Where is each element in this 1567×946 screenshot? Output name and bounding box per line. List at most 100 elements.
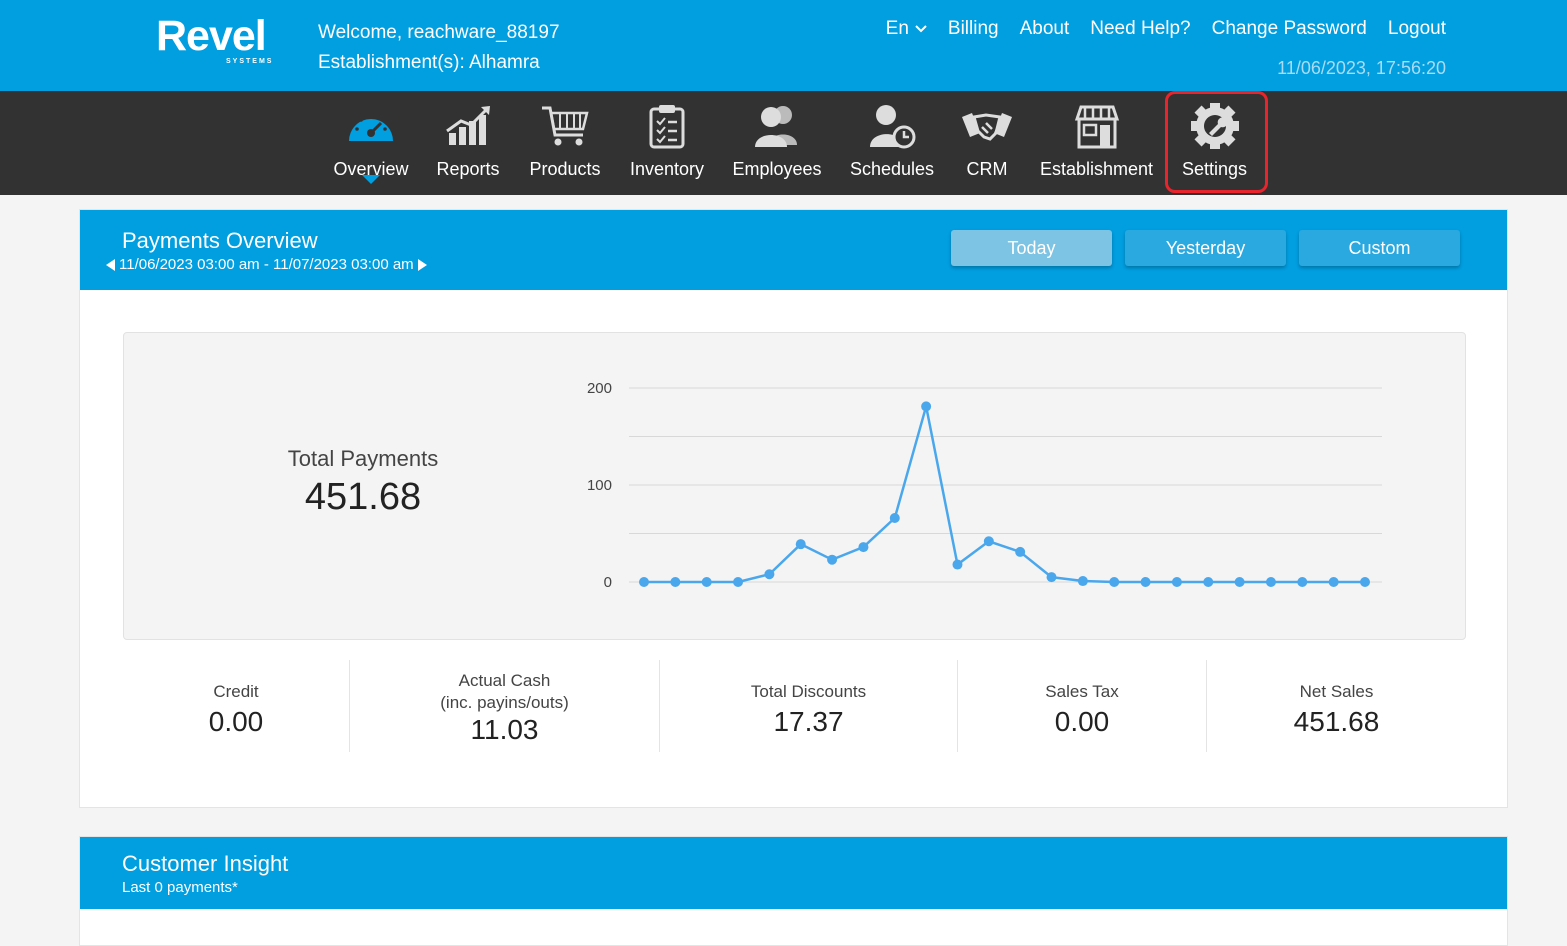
- stat-sublabel: (inc. payins/outs): [440, 693, 569, 712]
- handshake-icon: [962, 113, 1012, 141]
- prev-range-arrow-icon[interactable]: [106, 258, 115, 271]
- stat-value: 0.00: [208, 706, 264, 737]
- establishment-text: Establishment(s): Alhamra: [318, 52, 540, 73]
- stat-label: Total Discounts: [750, 682, 867, 701]
- data-point[interactable]: [983, 536, 994, 547]
- clipboard-icon: [649, 105, 685, 149]
- data-point[interactable]: [1015, 546, 1026, 557]
- data-point[interactable]: [1265, 577, 1276, 587]
- stat-divider: [659, 660, 660, 752]
- stat-divider: [1206, 660, 1207, 752]
- nav-label: Reports: [436, 159, 500, 179]
- data-point[interactable]: [639, 577, 649, 587]
- current-datetime: 11/06/2023, 17:56:20: [1277, 58, 1446, 78]
- data-point[interactable]: [858, 542, 869, 553]
- data-point[interactable]: [764, 569, 775, 580]
- logo-wordmark: Revel: [156, 12, 267, 60]
- data-point[interactable]: [1171, 577, 1182, 587]
- data-point[interactable]: [1046, 572, 1057, 583]
- panel-subtitle: Last 0 payments*: [122, 879, 238, 896]
- yesterday-button[interactable]: Yesterday: [1125, 230, 1286, 266]
- total-payments-value: 451.68: [304, 476, 422, 518]
- date-range-text: 11/06/2023 03:00 am - 11/07/2023 03:00 a…: [119, 256, 414, 273]
- nav-schedules[interactable]: Schedules: [849, 91, 935, 195]
- nav-label: Schedules: [849, 159, 935, 179]
- welcome-block: Welcome, reachware_88197 Establishment(s…: [318, 18, 560, 78]
- payments-chart-box: Total Payments 451.68 0 100 200: [123, 332, 1466, 640]
- data-point[interactable]: [1297, 577, 1308, 587]
- nav-crm[interactable]: CRM: [962, 91, 1012, 195]
- stat-net-sales: Net Sales 451.68: [1207, 660, 1466, 752]
- data-point[interactable]: [1140, 577, 1151, 587]
- y-tick-label: 100: [587, 477, 612, 494]
- payments-panel-header: Payments Overview 11/06/2023 03:00 am - …: [80, 210, 1507, 290]
- payments-overview-panel: Payments Overview 11/06/2023 03:00 am - …: [79, 209, 1508, 808]
- nav-products[interactable]: Products: [528, 91, 602, 195]
- data-point[interactable]: [670, 577, 681, 587]
- nav-overview[interactable]: Overview: [333, 91, 409, 195]
- data-point[interactable]: [1203, 577, 1214, 587]
- data-point[interactable]: [952, 559, 963, 570]
- payment-stats-row: Credit 0.00 Actual Cash (inc. payins/out…: [123, 660, 1466, 752]
- storefront-icon: [1074, 105, 1119, 149]
- series-line: [644, 406, 1365, 584]
- nav-settings[interactable]: Settings: [1181, 91, 1248, 195]
- data-point[interactable]: [733, 577, 744, 587]
- data-point[interactable]: [889, 512, 900, 523]
- data-point[interactable]: [701, 577, 712, 587]
- stat-label: Net Sales: [1299, 682, 1374, 701]
- stat-label: Credit: [213, 682, 259, 701]
- top-header: Revel SYSTEMS Welcome, reachware_88197 E…: [0, 0, 1567, 91]
- about-link[interactable]: About: [1019, 18, 1070, 39]
- nav-establishment[interactable]: Establishment: [1039, 91, 1154, 195]
- stat-value: 451.68: [1293, 706, 1380, 737]
- y-tick-label: 200: [587, 380, 612, 397]
- top-links: En Billing About Need Help? Change Passw…: [886, 18, 1446, 40]
- logout-link[interactable]: Logout: [1387, 18, 1446, 39]
- data-point[interactable]: [1077, 576, 1088, 587]
- data-point[interactable]: [1109, 577, 1120, 587]
- payments-line-chart: 0 100 200: [587, 380, 1382, 591]
- data-point[interactable]: [795, 539, 806, 550]
- nav-reports[interactable]: Reports: [436, 91, 500, 195]
- stat-sales-tax: Sales Tax 0.00: [958, 660, 1206, 752]
- nav-label: Employees: [732, 159, 822, 179]
- stat-divider: [957, 660, 958, 752]
- help-link[interactable]: Need Help?: [1090, 18, 1191, 39]
- stat-credit: Credit 0.00: [123, 660, 349, 752]
- data-point[interactable]: [1328, 577, 1339, 587]
- billing-link[interactable]: Billing: [947, 18, 999, 39]
- nav-inventory[interactable]: Inventory: [629, 91, 705, 195]
- nav-label: Settings: [1181, 159, 1248, 179]
- active-nav-caret: [362, 175, 380, 184]
- bar-chart-icon: [446, 106, 490, 145]
- cart-icon: [542, 106, 589, 146]
- data-point[interactable]: [921, 401, 932, 412]
- nav-employees[interactable]: Employees: [732, 91, 822, 195]
- panel-title: Payments Overview: [122, 228, 318, 253]
- stat-label: Actual Cash: [458, 671, 551, 690]
- revel-logo[interactable]: Revel SYSTEMS: [156, 12, 271, 65]
- data-point[interactable]: [1234, 577, 1245, 587]
- date-range: 11/06/2023 03:00 am - 11/07/2023 03:00 a…: [106, 256, 427, 273]
- custom-button[interactable]: Custom: [1299, 230, 1460, 266]
- stat-label: Sales Tax: [1045, 682, 1119, 701]
- logo-subtitle: SYSTEMS: [226, 58, 274, 65]
- today-button[interactable]: Today: [951, 230, 1112, 266]
- settings-highlight-box: [1165, 91, 1268, 193]
- stat-total-discounts: Total Discounts 17.37: [660, 660, 957, 752]
- change-password-link[interactable]: Change Password: [1211, 18, 1367, 39]
- data-point[interactable]: [1360, 577, 1370, 587]
- stat-divider: [349, 660, 350, 752]
- data-point[interactable]: [827, 554, 838, 565]
- chevron-down-icon: [915, 25, 927, 33]
- nav-label: Products: [529, 159, 601, 179]
- nav-label: Overview: [333, 159, 409, 179]
- speedometer-icon: [349, 114, 393, 141]
- language-selector[interactable]: En: [886, 18, 927, 40]
- next-range-arrow-icon[interactable]: [417, 258, 427, 271]
- welcome-text: Welcome, reachware_88197: [318, 22, 560, 43]
- nav-label: CRM: [966, 159, 1008, 179]
- customer-insight-panel: Customer Insight Last 0 payments*: [79, 836, 1508, 946]
- customer-insight-header: Customer Insight Last 0 payments*: [80, 837, 1507, 909]
